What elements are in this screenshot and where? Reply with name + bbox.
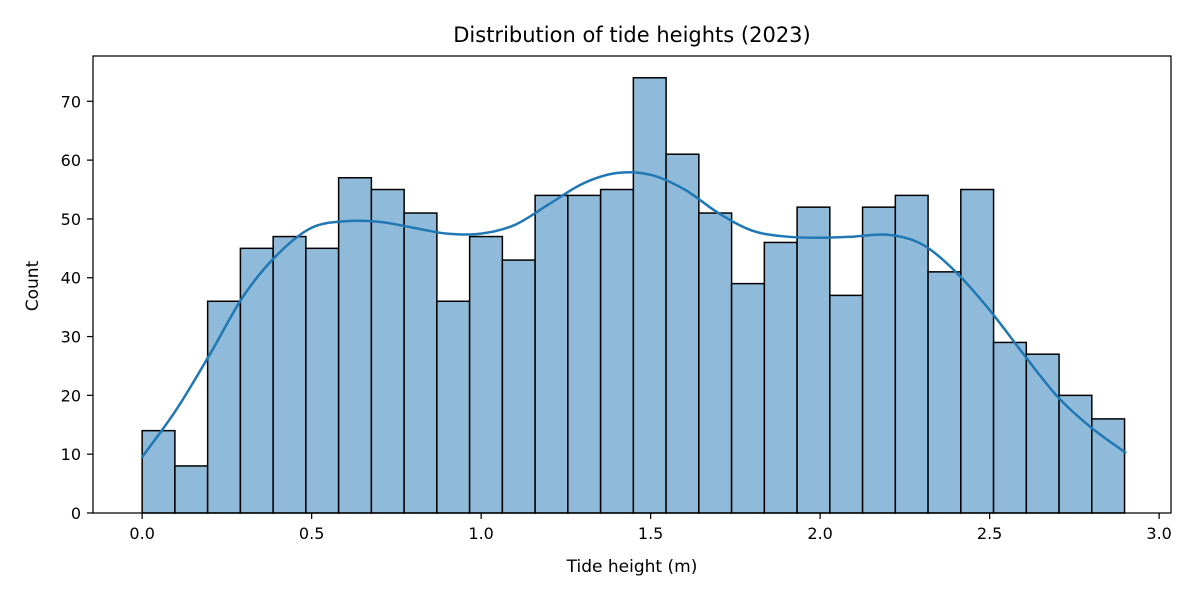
x-tick-label-4: 2.0	[807, 524, 832, 543]
histogram-bar-29	[1091, 418, 1126, 514]
x-tick-label-2: 1.0	[468, 524, 493, 543]
histogram-bar-10	[468, 235, 504, 514]
plot-frame	[92, 55, 1172, 514]
histogram-bar-15	[632, 77, 667, 514]
y-tick-label-2: 20	[61, 386, 81, 405]
histogram-bar-2	[206, 300, 242, 514]
histogram-bar-7	[370, 188, 405, 514]
histogram-bar-17	[698, 212, 733, 514]
x-tick-label-0: 0.0	[129, 524, 154, 543]
histogram-bar-23	[894, 194, 929, 514]
histogram-bar-16	[665, 153, 700, 514]
histogram-bar-6	[337, 176, 373, 514]
y-tick-label-0: 0	[71, 504, 81, 523]
histogram-bar-5	[305, 247, 340, 514]
histogram-bar-25	[960, 188, 995, 514]
bars-group	[141, 77, 1126, 514]
histogram-bar-22	[861, 206, 897, 514]
y-tick-label-7: 70	[61, 92, 81, 111]
x-axis-label: Tide height (m)	[566, 557, 698, 577]
y-tick-label-5: 50	[61, 210, 81, 229]
y-axis: 0 10 20 30 40 50 60 70	[61, 92, 93, 523]
histogram-bar-14	[599, 188, 635, 514]
histogram-bar-26	[992, 341, 1028, 514]
histogram-bar-8	[403, 212, 438, 514]
histogram-bar-20	[796, 206, 831, 514]
x-tick-label-5: 2.5	[977, 524, 1002, 543]
x-tick-label-6: 3.0	[1146, 524, 1171, 543]
histogram-bar-3	[239, 247, 274, 514]
x-axis: 0.0 0.5 1.0 1.5 2.0 2.5 3.0	[129, 513, 1172, 543]
y-tick-label-4: 40	[61, 269, 81, 288]
histogram-bar-24	[927, 271, 962, 514]
histogram-bar-9	[436, 300, 471, 514]
histogram-bar-19	[763, 241, 798, 514]
x-tick-label-1: 0.5	[299, 524, 324, 543]
y-axis-label: Count	[23, 260, 43, 311]
y-tick-label-6: 60	[61, 151, 81, 170]
histogram-bar-1	[174, 465, 209, 514]
histogram-bar-11	[501, 259, 536, 514]
histogram-bar-0	[141, 429, 176, 514]
x-tick-label-3: 1.5	[638, 524, 663, 543]
histogram-bar-4	[272, 235, 307, 514]
histogram-bar-21	[829, 294, 864, 514]
y-tick-label-1: 10	[61, 445, 81, 464]
histogram-bar-13	[567, 194, 602, 514]
histogram-bar-12	[534, 194, 569, 514]
y-tick-label-3: 30	[61, 328, 81, 347]
kde-line	[140, 170, 1127, 459]
histogram-bar-18	[730, 282, 766, 514]
chart-title: Distribution of tide heights (2023)	[453, 23, 810, 47]
